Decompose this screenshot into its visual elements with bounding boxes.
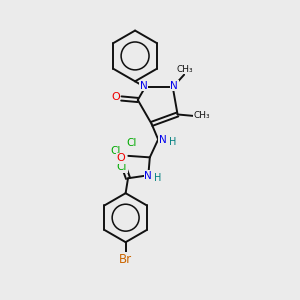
Text: Br: Br (119, 253, 132, 266)
Text: O: O (111, 92, 120, 102)
Text: Cl: Cl (127, 138, 137, 148)
Text: N: N (144, 171, 152, 181)
Text: Cl: Cl (111, 146, 121, 156)
Text: N: N (159, 135, 167, 145)
Text: Cl: Cl (117, 162, 127, 172)
Text: CH₃: CH₃ (177, 65, 193, 74)
Text: N: N (170, 81, 178, 91)
Text: CH₃: CH₃ (193, 112, 210, 121)
Text: H: H (169, 137, 176, 147)
Text: N: N (140, 81, 148, 91)
Text: H: H (154, 173, 162, 183)
Text: O: O (117, 153, 125, 163)
